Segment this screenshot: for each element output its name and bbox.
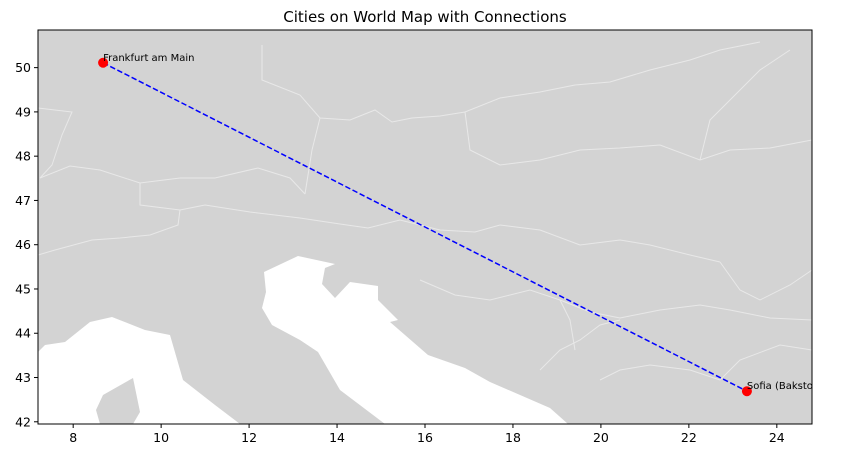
y-tick-label: 45 bbox=[15, 281, 31, 296]
y-tick-label: 46 bbox=[15, 237, 31, 252]
x-tick-label: 22 bbox=[681, 430, 697, 445]
x-tick-label: 14 bbox=[329, 430, 345, 445]
city-label: Sofia (Bakston) bbox=[747, 381, 823, 392]
y-tick-label: 42 bbox=[15, 414, 31, 429]
country-borders bbox=[38, 41, 812, 381]
tyrrhenian-sea bbox=[38, 317, 240, 424]
data-layer: Frankfurt am Main Sofia (Bakston) bbox=[98, 53, 823, 397]
x-tick-label: 10 bbox=[153, 430, 169, 445]
y-tick-label: 48 bbox=[15, 149, 31, 164]
y-tick-label: 44 bbox=[15, 326, 31, 341]
connection-line bbox=[102, 62, 748, 392]
y-tick-label: 47 bbox=[15, 193, 31, 208]
x-tick-label: 24 bbox=[769, 430, 785, 445]
adriatic-sea bbox=[262, 256, 568, 424]
y-tick-label: 50 bbox=[15, 60, 31, 75]
corsica-island bbox=[96, 378, 140, 424]
chart-title: Cities on World Map with Connections bbox=[283, 8, 567, 26]
map-area: Frankfurt am Main Sofia (Bakston) bbox=[38, 30, 823, 424]
x-tick-label: 16 bbox=[417, 430, 433, 445]
x-tick-label: 18 bbox=[505, 430, 521, 445]
axis-ticks: 8 10 12 14 16 18 20 22 24 42 43 44 45 46 47 48 49 50 bbox=[15, 60, 785, 445]
y-tick-label: 43 bbox=[15, 370, 31, 385]
x-tick-label: 8 bbox=[69, 430, 77, 445]
x-tick-label: 20 bbox=[593, 430, 609, 445]
city-point bbox=[741, 386, 752, 397]
y-tick-label: 49 bbox=[15, 104, 31, 119]
sea-areas bbox=[38, 256, 568, 424]
city-label: Frankfurt am Main bbox=[103, 53, 194, 64]
city-point bbox=[98, 57, 109, 68]
x-tick-label: 12 bbox=[241, 430, 257, 445]
